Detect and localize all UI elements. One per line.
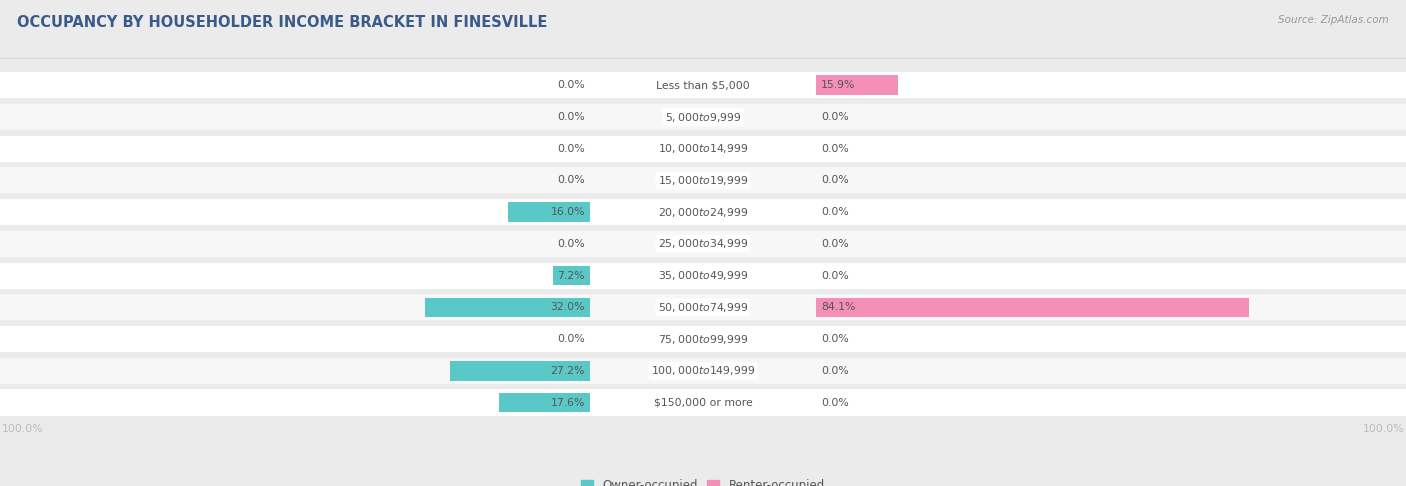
Bar	[0, 72, 1406, 98]
Text: 0.0%: 0.0%	[821, 175, 849, 186]
Text: 0.0%: 0.0%	[821, 239, 849, 249]
Text: 100.0%: 100.0%	[1362, 424, 1405, 434]
Text: $150,000 or more: $150,000 or more	[654, 398, 752, 407]
Text: Less than $5,000: Less than $5,000	[657, 80, 749, 90]
Text: 7.2%: 7.2%	[558, 271, 585, 280]
Bar	[0, 199, 1406, 225]
Bar	[553, 266, 591, 285]
Text: $15,000 to $19,999: $15,000 to $19,999	[658, 174, 748, 187]
Bar	[425, 297, 591, 317]
Text: 0.0%: 0.0%	[821, 398, 849, 407]
Bar	[0, 295, 1406, 320]
Bar	[0, 326, 1406, 352]
Text: Source: ZipAtlas.com: Source: ZipAtlas.com	[1278, 15, 1389, 25]
Text: 32.0%: 32.0%	[551, 302, 585, 312]
Bar	[450, 361, 591, 381]
Text: $50,000 to $74,999: $50,000 to $74,999	[658, 301, 748, 314]
Text: 0.0%: 0.0%	[821, 207, 849, 217]
Bar	[508, 202, 591, 222]
Text: 0.0%: 0.0%	[557, 112, 585, 122]
Text: 16.0%: 16.0%	[551, 207, 585, 217]
Bar	[499, 393, 591, 412]
Text: 0.0%: 0.0%	[821, 334, 849, 344]
Text: $100,000 to $149,999: $100,000 to $149,999	[651, 364, 755, 377]
Text: 0.0%: 0.0%	[557, 239, 585, 249]
Bar	[0, 358, 1406, 384]
Text: 0.0%: 0.0%	[821, 112, 849, 122]
Text: $75,000 to $99,999: $75,000 to $99,999	[658, 332, 748, 346]
Text: 27.2%: 27.2%	[551, 366, 585, 376]
Bar	[0, 262, 1406, 289]
Text: 15.9%: 15.9%	[821, 80, 855, 90]
Text: $35,000 to $49,999: $35,000 to $49,999	[658, 269, 748, 282]
Text: 0.0%: 0.0%	[557, 80, 585, 90]
Text: 0.0%: 0.0%	[557, 144, 585, 154]
Bar	[0, 389, 1406, 416]
Bar	[0, 231, 1406, 257]
Text: 0.0%: 0.0%	[557, 175, 585, 186]
Text: 17.6%: 17.6%	[551, 398, 585, 407]
Text: $25,000 to $34,999: $25,000 to $34,999	[658, 237, 748, 250]
Bar	[815, 297, 1249, 317]
Text: 100.0%: 100.0%	[1, 424, 44, 434]
Bar	[0, 168, 1406, 193]
Legend: Owner-occupied, Renter-occupied: Owner-occupied, Renter-occupied	[581, 479, 825, 486]
Bar	[815, 75, 898, 95]
Text: $20,000 to $24,999: $20,000 to $24,999	[658, 206, 748, 219]
Text: 84.1%: 84.1%	[821, 302, 855, 312]
Text: 0.0%: 0.0%	[821, 144, 849, 154]
Text: 0.0%: 0.0%	[821, 271, 849, 280]
Text: $10,000 to $14,999: $10,000 to $14,999	[658, 142, 748, 155]
Text: OCCUPANCY BY HOUSEHOLDER INCOME BRACKET IN FINESVILLE: OCCUPANCY BY HOUSEHOLDER INCOME BRACKET …	[17, 15, 547, 30]
Bar	[0, 136, 1406, 162]
Bar	[0, 104, 1406, 130]
Text: 0.0%: 0.0%	[557, 334, 585, 344]
Text: $5,000 to $9,999: $5,000 to $9,999	[665, 110, 741, 123]
Text: 0.0%: 0.0%	[821, 366, 849, 376]
